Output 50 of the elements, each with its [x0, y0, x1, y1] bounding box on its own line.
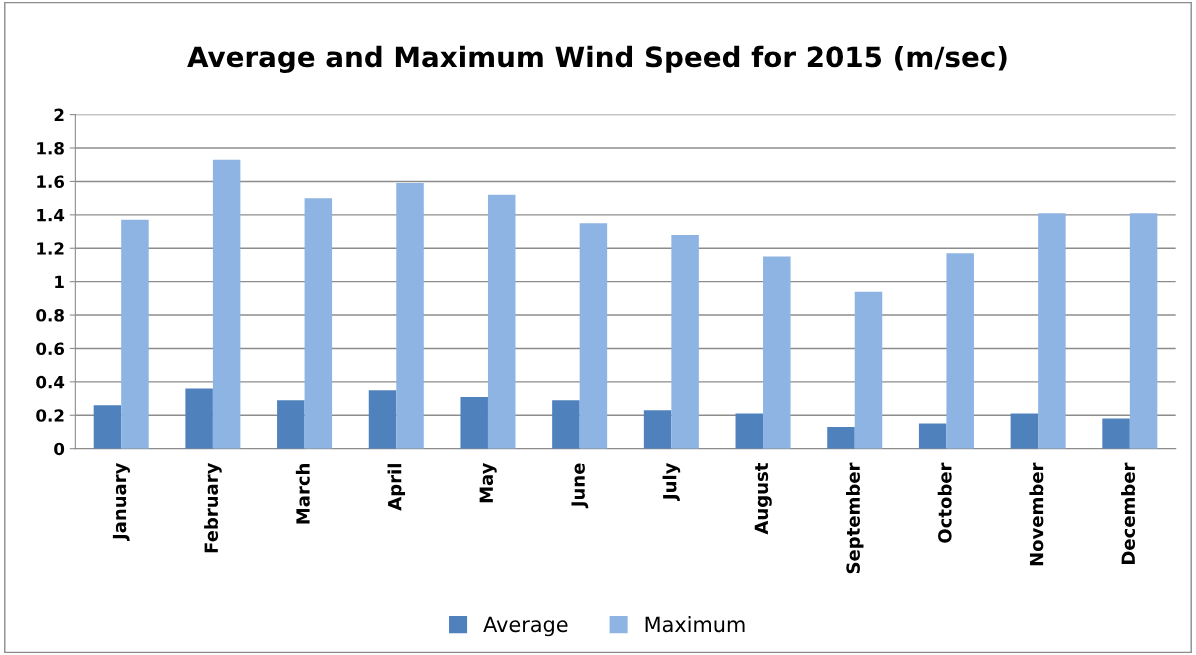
bar [763, 256, 791, 449]
x-tick-label: July [662, 462, 681, 502]
y-tick-label: 1.2 [37, 242, 64, 255]
bar [185, 388, 213, 449]
bar [1010, 413, 1039, 449]
y-tick-label: 1.8 [37, 141, 64, 155]
bar [735, 413, 764, 449]
y-tick-label: 1.6 [37, 175, 65, 188]
bar [121, 219, 149, 449]
bar [368, 390, 397, 449]
bar [918, 423, 947, 449]
y-tick-label: 0.2 [36, 409, 64, 422]
x-tick-label: June [571, 463, 589, 509]
legend-label: Average [483, 616, 568, 637]
x-tick-label: May [479, 462, 497, 503]
bar [487, 194, 516, 449]
x-tick-label: August [754, 462, 772, 535]
bar [671, 234, 699, 449]
bar [304, 198, 333, 449]
bar [212, 159, 241, 449]
y-tick-label: 1 [55, 275, 64, 288]
x-tick-label: October [937, 462, 952, 543]
y-tick-label: 0.8 [36, 309, 64, 322]
bar [643, 410, 672, 449]
x-tick-label: December [1121, 462, 1136, 564]
y-tick-label: 0.6 [36, 342, 65, 356]
y-tick-label: 0.4 [36, 375, 65, 389]
bar [1038, 213, 1066, 449]
bar [946, 253, 974, 449]
legend-label: Maximum [645, 616, 745, 633]
x-tick-label: February [204, 462, 222, 553]
x-tick-label: November [1029, 462, 1044, 566]
bar [1102, 418, 1130, 449]
x-tick-label: April [387, 464, 406, 511]
bar [579, 223, 608, 449]
bar [854, 291, 883, 449]
bar [460, 396, 488, 449]
bar [552, 400, 580, 449]
y-tick-label: 1.4 [37, 209, 65, 222]
bar [93, 405, 122, 449]
x-tick-label: September [846, 462, 864, 574]
y-tick-label: 2 [54, 108, 64, 121]
x-tick-label: March [295, 463, 310, 524]
x-tick-label: January [112, 462, 130, 542]
bar [277, 400, 305, 449]
y-tick-label: 0 [54, 442, 65, 456]
chart-title: Average and Maximum Wind Speed for 2015 (m/sec) [187, 45, 1007, 73]
bar [1129, 213, 1158, 449]
bar [827, 426, 855, 449]
bar [396, 183, 424, 449]
